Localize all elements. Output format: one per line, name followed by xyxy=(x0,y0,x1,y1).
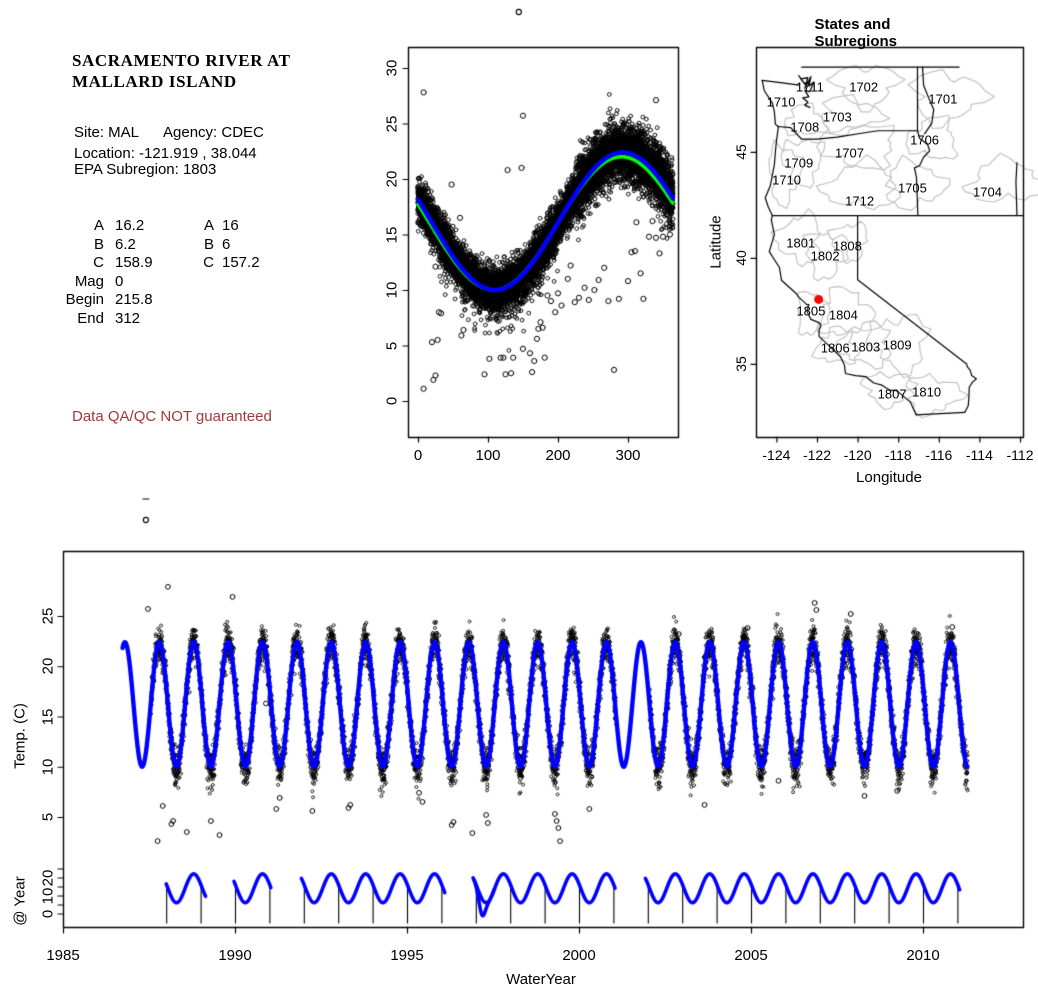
map-title: States and Subregions xyxy=(814,16,898,50)
site-label: Site: MAL xyxy=(74,124,140,141)
param-label-2: C xyxy=(203,254,214,272)
qaqc-warning: Data QA/QC NOT guaranteed xyxy=(72,408,272,425)
map-region-label: 1805 xyxy=(796,303,826,319)
timeseries-y-tick-label: 5 xyxy=(39,812,57,822)
param-row-c: C 158.9 C 157.2 xyxy=(60,254,260,273)
map-region-label: 1710 xyxy=(772,172,802,187)
param-value: 158.9 xyxy=(115,254,153,272)
param-label: B xyxy=(93,235,104,253)
timeseries-y2-tick-label: 20 xyxy=(39,869,57,886)
param-value: 6.2 xyxy=(115,235,136,253)
map-region-label: 1803 xyxy=(851,339,881,355)
map-x-tick-label: -118 xyxy=(884,447,912,463)
location-label: Location: -121.919 , 38.044 xyxy=(74,145,257,162)
timeseries-y-tick-label: 15 xyxy=(39,708,57,725)
station-title-line1: SACRAMENTO RIVER AT xyxy=(72,51,291,70)
fit-parameters-table: A 16.2 A 16 B 6.2 B 6 C 158.9 C 157.2 Mag 0 Begin 2… xyxy=(60,217,260,329)
timeseries-x-tick-label: 1995 xyxy=(390,947,424,964)
timeseries-x-tick-label: 1990 xyxy=(218,947,252,964)
param-value: 215.8 xyxy=(115,291,153,309)
seasonal-y-tick-label: 5 xyxy=(383,341,401,350)
param-value: 0 xyxy=(115,272,124,290)
map-x-tick-label: -116 xyxy=(925,447,953,463)
map-x-tick-label: -122 xyxy=(802,447,832,463)
map-region-label: 1712 xyxy=(845,193,875,209)
map-region-label: 1808 xyxy=(832,238,862,254)
param-value-2: 16 xyxy=(222,217,239,234)
map-region-label: 1705 xyxy=(897,180,927,196)
param-label: Mag xyxy=(74,272,104,290)
param-value: 312 xyxy=(115,309,141,327)
timeseries-x-tick-label: 2005 xyxy=(734,947,768,964)
map-y-tick-label: 40 xyxy=(733,250,749,266)
seasonal-x-tick-label: 300 xyxy=(615,447,641,464)
map-region-label: 1810 xyxy=(912,384,942,399)
timeseries-y-tick-label: 10 xyxy=(39,758,57,776)
seasonal-y-tick-label: 15 xyxy=(383,226,401,243)
param-label: End xyxy=(77,309,104,327)
param-row-a: A 16.2 A 16 xyxy=(60,217,260,236)
param-row-b: B 6.2 B 6 xyxy=(60,236,260,255)
param-label: C xyxy=(93,254,104,272)
timeseries-y2-tick-label: 0 xyxy=(39,909,57,918)
seasonal-y-tick-label: 20 xyxy=(383,170,401,188)
seasonal-y-tick-label: 0 xyxy=(383,396,401,406)
map-xlabel: Longitude xyxy=(856,469,922,486)
param-value: 16.2 xyxy=(115,217,145,234)
map-y-tick-label: 45 xyxy=(733,144,749,160)
timeseries-x-tick-label: 2000 xyxy=(562,947,596,964)
timeseries-y-tick-label: 20 xyxy=(39,657,57,675)
param-label-2: A xyxy=(203,217,214,234)
param-row-mag: Mag 0 xyxy=(60,273,260,292)
map-region-label: 1706 xyxy=(910,132,940,148)
map-region-label: 1802 xyxy=(810,248,840,264)
param-value-2: 6 xyxy=(222,235,231,253)
seasonal-y-tick-label: 10 xyxy=(383,281,401,299)
map-x-tick-label: -120 xyxy=(843,447,872,463)
map-x-tick-label: -114 xyxy=(965,447,993,463)
map-ylabel: Latitude xyxy=(707,215,725,269)
map-region-label: 1807 xyxy=(877,386,907,402)
timeseries-x-tick-label: 2010 xyxy=(906,947,940,964)
map-region-label: 1702 xyxy=(849,79,879,95)
epa-subregion-label: EPA Subregion: 1803 xyxy=(74,161,217,178)
param-label-2: B xyxy=(203,235,214,253)
map-region-label: 1709 xyxy=(784,155,814,171)
agency-label: Agency: CDEC xyxy=(163,124,264,141)
seasonal-x-tick-label: 200 xyxy=(545,447,571,464)
map-region-label: 1708 xyxy=(790,119,820,134)
seasonal-x-tick-label: 0 xyxy=(413,447,423,464)
seasonal-y-tick-label: 25 xyxy=(383,115,401,132)
map-region-label: 1806 xyxy=(820,340,850,356)
station-title: SACRAMENTO RIVER AT MALLARD ISLAND xyxy=(72,50,291,92)
param-label: A xyxy=(93,217,104,234)
map-region-label: 1704 xyxy=(973,184,1002,200)
map-x-tick-label: -124 xyxy=(762,447,791,463)
station-title-line2: MALLARD ISLAND xyxy=(72,72,237,91)
map-y-tick-label: 35 xyxy=(733,356,749,372)
seasonal-y-tick-label: 30 xyxy=(383,59,401,77)
map-region-label: 1710 xyxy=(766,94,796,110)
map-x-tick-label: -112 xyxy=(1006,447,1034,463)
seasonal-x-tick-label: 100 xyxy=(475,447,501,464)
map-region-label: 1703 xyxy=(822,109,852,125)
param-value-2: 157.2 xyxy=(222,254,260,272)
timeseries-x-tick-label: 1985 xyxy=(46,947,80,964)
param-label: Begin xyxy=(65,291,104,309)
map-region-label: 1809 xyxy=(882,337,912,353)
timeseries-y-tick-label: 25 xyxy=(39,607,57,625)
timeseries-ylabel2: @ Year xyxy=(11,876,29,926)
timeseries-ylabel: Temp. (C) xyxy=(11,703,29,769)
param-row-end: End 312 xyxy=(60,310,260,329)
map-region-label: 1711 xyxy=(795,79,824,95)
map-region-label: 1801 xyxy=(786,235,816,251)
timeseries-xlabel: WaterYear xyxy=(506,971,576,988)
timeseries-y2-tick-label: 10 xyxy=(39,887,57,904)
param-row-begin: Begin 215.8 xyxy=(60,291,260,310)
map-region-label: 1707 xyxy=(835,145,864,161)
map-region-label: 1701 xyxy=(928,91,958,107)
map-region-label: 1804 xyxy=(828,307,858,323)
